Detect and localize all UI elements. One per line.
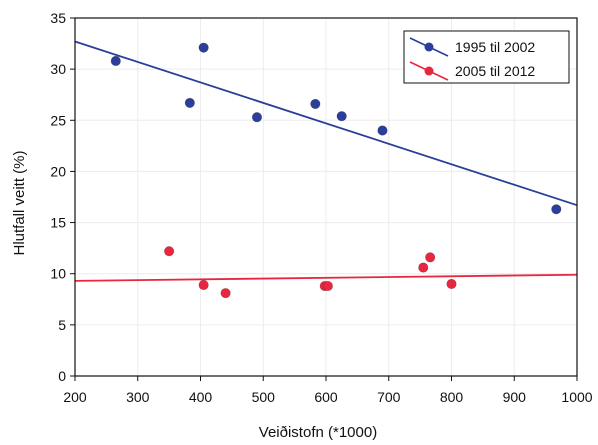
data-point-series-0 [551, 204, 562, 215]
x-tick-label: 300 [126, 389, 150, 405]
y-tick-label: 5 [58, 317, 66, 333]
data-points [110, 42, 562, 299]
data-point-series-1 [418, 262, 429, 273]
y-axis-title: Hlutfall veitt (%) [11, 150, 28, 255]
x-tick-label: 200 [63, 389, 87, 405]
data-point-series-0 [198, 42, 209, 53]
legend-entry-1995-2002: 1995 til 2002 [409, 37, 535, 57]
data-point-series-1 [198, 279, 209, 291]
x-axis-title: Veiðistofn (*1000) [259, 424, 377, 441]
data-point-series-0 [310, 98, 321, 110]
axis-ticks: 200 300 400 500 600 700 800 900 1000 0 5 10 15 20 25 30… [50, 10, 592, 405]
data-point-series-1 [164, 246, 175, 257]
data-point-series-0 [110, 55, 121, 67]
legend-label-2005-2012: 2005 til 2012 [455, 63, 535, 79]
y-tick-label: 30 [50, 61, 66, 77]
y-tick-label: 25 [50, 112, 66, 128]
x-tick-label: 800 [440, 389, 464, 405]
x-tick-label: 1000 [561, 389, 592, 405]
data-point-series-0 [377, 125, 388, 136]
data-point-series-1 [322, 280, 333, 292]
legend-label-1995-2002: 1995 til 2002 [455, 39, 535, 55]
trendline-series-0 [74, 40, 578, 207]
y-tick-label: 0 [58, 368, 66, 384]
data-point-series-0 [336, 111, 347, 122]
data-point-series-1 [425, 252, 436, 263]
legend: 1995 til 2002 2005 til 2012 [403, 30, 570, 84]
data-point-series-0 [184, 97, 195, 108]
data-point-series-1 [220, 288, 231, 299]
x-tick-label: 900 [503, 389, 527, 405]
trendlines [74, 40, 578, 282]
y-tick-label: 10 [50, 266, 66, 282]
x-tick-label: 700 [377, 389, 401, 405]
trendline-series-1 [74, 273, 578, 282]
legend-entry-2005-2012: 2005 til 2012 [409, 61, 535, 81]
y-tick-label: 35 [50, 10, 66, 26]
data-point-series-0 [251, 112, 263, 123]
y-tick-label: 15 [50, 215, 66, 231]
x-tick-label: 500 [252, 389, 276, 405]
legend-marker-2005-2012 [424, 66, 434, 76]
x-tick-label: 400 [189, 389, 213, 405]
legend-marker-1995-2002 [424, 42, 434, 52]
y-tick-label: 20 [50, 163, 66, 179]
x-tick-label: 600 [314, 389, 338, 405]
data-point-series-1 [446, 278, 457, 290]
